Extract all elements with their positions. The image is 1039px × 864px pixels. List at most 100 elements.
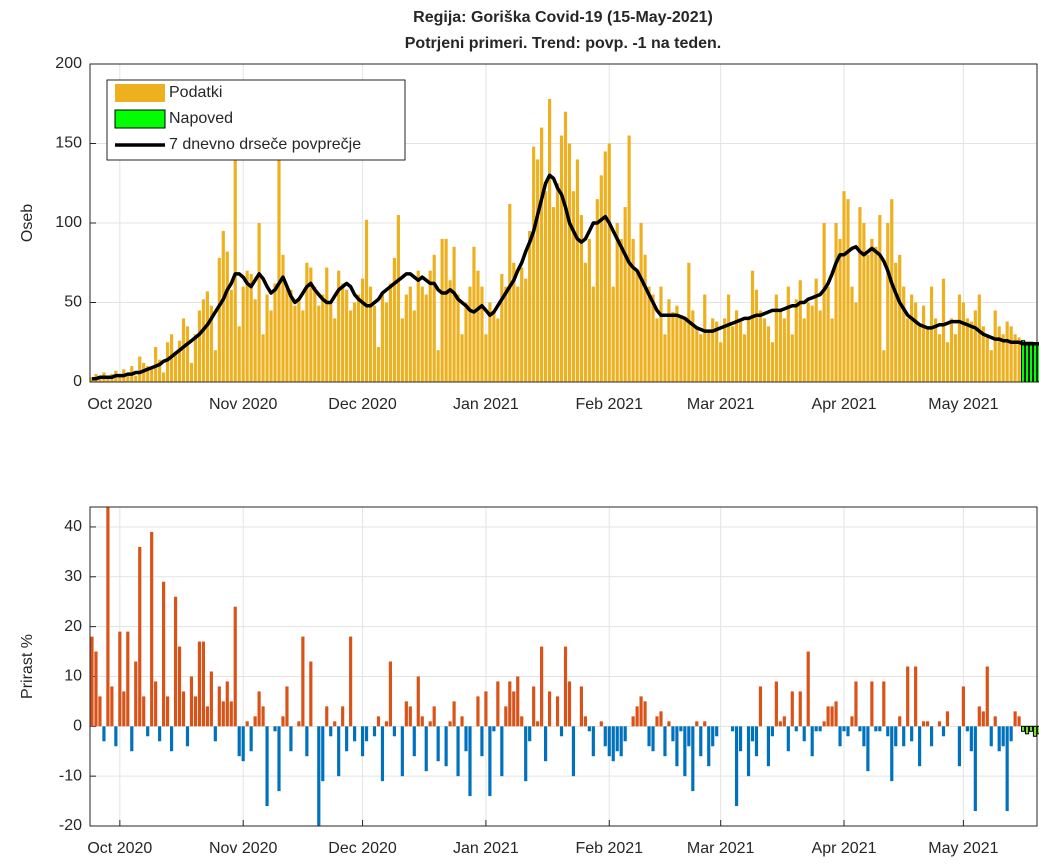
legend-swatch [115,84,165,102]
bar [559,726,564,737]
bar [241,726,245,762]
bar [209,671,213,727]
bar [524,278,528,382]
bar [516,676,520,727]
bar [579,215,583,382]
bar [209,305,213,382]
bar [878,215,882,382]
bar [213,726,217,742]
bar [464,302,468,382]
bar [599,175,603,382]
bar [647,286,651,382]
bar [158,359,162,382]
bar [177,646,182,727]
x-tick-label: Mar 2021 [687,840,755,857]
bar [1001,334,1005,382]
bar [388,283,393,382]
bar [655,318,659,382]
bar [647,726,651,747]
bar [165,342,170,382]
bar [691,310,695,382]
bar [937,334,942,382]
bar [249,273,253,382]
bar [317,305,321,382]
bar [376,716,381,727]
bar [834,223,838,382]
x-tick-label: Nov 2020 [209,396,278,413]
bar [90,636,94,727]
bar [790,334,794,382]
bar [221,701,225,727]
x-tick-label: Dec 2020 [328,840,397,857]
bar [281,716,285,727]
bar [866,254,870,382]
bar [754,726,759,757]
bar [802,318,806,382]
bar [452,246,456,382]
bar [957,294,962,382]
y-tick-label: 0 [73,718,82,735]
bar [842,726,846,732]
bar [929,286,934,382]
bar [611,726,615,762]
bar [368,286,373,382]
bar [866,726,870,772]
bar [289,726,293,752]
bar [846,726,850,737]
bar [380,294,385,382]
bar [416,270,420,382]
bar [520,716,524,727]
bar [1009,726,1013,742]
bar [233,159,237,382]
bar [635,706,639,727]
bar [146,366,150,382]
bar [874,726,878,732]
bar [902,726,906,747]
bar [317,726,321,826]
bar [173,353,178,382]
bar [949,318,954,382]
bar [345,289,349,382]
bar [193,696,198,727]
bar [1017,337,1021,382]
bar [985,666,989,727]
bar [774,681,778,727]
bar [635,270,639,382]
bar [810,305,814,382]
bar [794,299,798,382]
bar [711,726,715,747]
bar [603,726,607,747]
bar [404,294,408,382]
bar [309,661,313,727]
bar [981,326,985,382]
bar [520,267,524,382]
bar [301,310,305,382]
bar [703,721,707,727]
bar [98,696,102,727]
bar [408,286,412,382]
bar [679,726,683,732]
bar [424,726,428,772]
bar [826,706,830,727]
bar [806,302,810,382]
bar [838,238,842,382]
bar [400,726,404,777]
y-axis-label: Prirast % [19,634,36,699]
bar [623,726,627,742]
bar [528,726,532,742]
bar [738,321,743,382]
bar [798,280,802,382]
bar [1013,334,1017,382]
bar [782,716,786,727]
bar [468,726,472,797]
bar [544,191,548,382]
bar [659,711,663,727]
bar [675,305,679,382]
bar [277,726,281,792]
bar [786,726,790,752]
legend: Podatki Napoved 7 dnevno drseče povprečje [106,79,406,161]
bar [929,726,934,747]
bar [1013,711,1017,727]
bar [623,207,627,382]
